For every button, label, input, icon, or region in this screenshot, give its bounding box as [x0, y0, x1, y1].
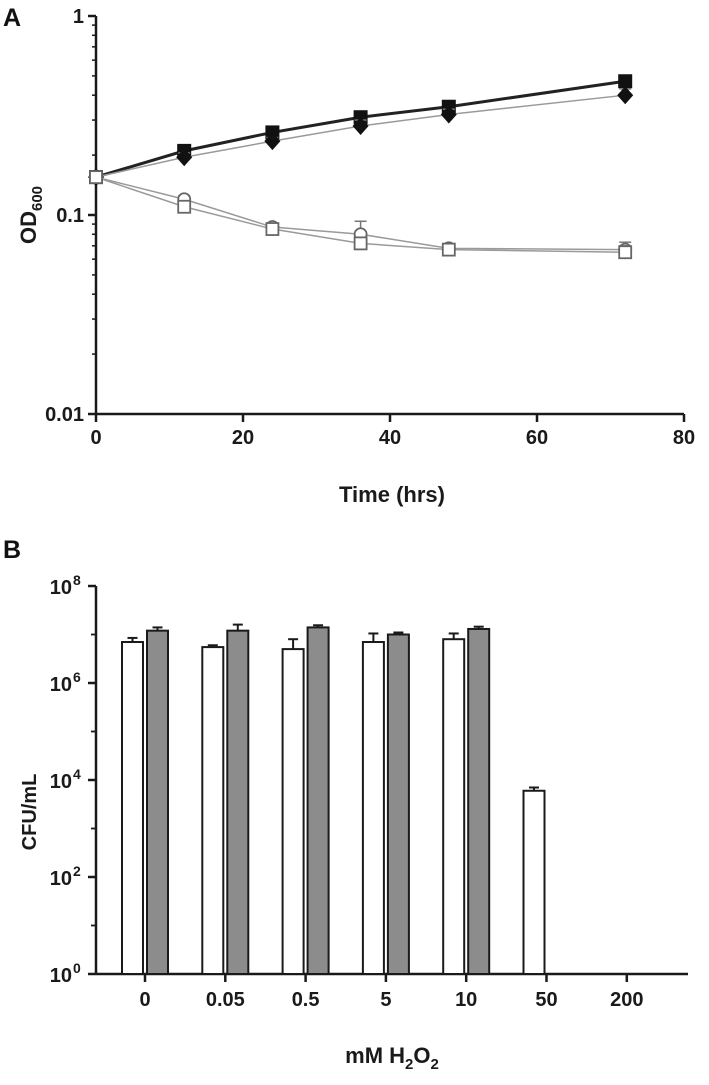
panel-b-x-tick-label: 50 — [535, 989, 557, 1011]
panel-b-y-tick-exponent: 8 — [73, 572, 81, 588]
panel-a-series-line — [95, 94, 626, 178]
panel-a-point-open-square — [441, 242, 456, 257]
panel-a-series-line — [95, 176, 626, 253]
panel-b-bar-gray — [226, 629, 250, 976]
panel-a-point-filled-diamond — [352, 117, 369, 136]
panel-a-point-filled-diamond — [264, 132, 281, 151]
panel-a-xlabel: Time (hrs) — [339, 482, 445, 507]
panel-a-plot: 0 20 40 60 80 0.01 0.1 1 — [45, 6, 695, 449]
panel-a-point-open-square — [177, 199, 192, 214]
panel-a-x-tick-label: 40 — [379, 427, 401, 449]
panel-a-x-tick-label: 60 — [526, 427, 548, 449]
panel-b-ylabel: CFU/mL — [19, 774, 41, 851]
panel-b-xlabel-sub2: 2 — [431, 1056, 439, 1073]
panel-b-y-tick-label: 10 — [50, 965, 72, 987]
panel-b-bar-gray — [386, 633, 410, 975]
panel-b-plot: 10 010 210 410 610 80 0.05 0.5 5 10 50 200 — [50, 572, 688, 1011]
panel-a-point-open-square — [89, 170, 103, 185]
panel-a-x-tick-label: 0 — [90, 427, 101, 449]
panel-a-series-line — [95, 79, 626, 179]
panel-a-point-filled-diamond — [617, 86, 634, 105]
panel-b-x-tick-label: 200 — [610, 989, 643, 1011]
panel-b-x-tick-label: 0.5 — [292, 989, 320, 1011]
panel-b-bar-open — [121, 641, 144, 975]
panel-b-y-tick-label: 10 — [50, 577, 72, 599]
panel-a-ylabel: OD600 — [16, 186, 46, 244]
panel-b-x-tick-label: 0 — [139, 989, 150, 1011]
panel-b-x-tick-label: 10 — [455, 989, 477, 1011]
panel-b-bar-open — [201, 646, 225, 975]
panel-b-x-tick-label: 0.05 — [206, 989, 245, 1011]
panel-b-bar-open — [522, 789, 546, 975]
panel-b-bar-gray — [306, 626, 330, 975]
panel-a-series-line — [95, 176, 626, 251]
panel-b-bar-open — [361, 641, 385, 975]
panel-a-x-tick-label: 80 — [673, 427, 695, 449]
panel-b-bar-open — [281, 648, 305, 976]
panel-a-point-open-square — [265, 222, 280, 236]
panel-b-y-tick-exponent: 6 — [73, 669, 81, 685]
panel-b-label: B — [3, 536, 22, 564]
panel-b-xlabel: mM H2O2 — [345, 1043, 439, 1073]
panel-b-y-tick-label: 10 — [50, 868, 72, 890]
panel-a-point-filled-square — [618, 74, 633, 89]
panel-b-bar-open — [442, 638, 466, 975]
panel-a-label: A — [3, 4, 22, 32]
panel-a-ylabel-subscript: 600 — [29, 186, 46, 211]
panel-b-y-tick-exponent: 0 — [73, 960, 81, 976]
panel-b-bar-gray — [467, 627, 491, 975]
panel-b-y-tick-label: 10 — [50, 674, 72, 696]
panel-b-y-tick-exponent: 4 — [73, 766, 81, 782]
panel-b-bar-gray — [146, 629, 169, 976]
panel-b-xlabel-mid: O — [413, 1043, 430, 1068]
panel-a-ylabel-main: OD — [16, 211, 41, 244]
panel-b-y-tick-exponent: 2 — [73, 863, 81, 879]
panel-b-xlabel-main: mM H — [345, 1043, 405, 1068]
panel-a-y-tick-label: 1 — [73, 6, 84, 28]
panel-b-x-tick-label: 5 — [380, 989, 391, 1011]
panel-a-y-tick-label: 0.1 — [56, 205, 84, 227]
panel-a-x-tick-label: 20 — [232, 427, 254, 449]
panel-a-point-filled-diamond — [176, 148, 193, 167]
panel-a-y-tick-label: 0.01 — [45, 404, 84, 426]
panel-a-point-filled-diamond — [440, 105, 457, 124]
panel-b-y-tick-label: 10 — [50, 771, 72, 793]
panel-b-xlabel-sub1: 2 — [405, 1056, 413, 1073]
panel-a-point-open-square — [618, 245, 633, 260]
panel-a-point-open-square — [353, 236, 368, 251]
